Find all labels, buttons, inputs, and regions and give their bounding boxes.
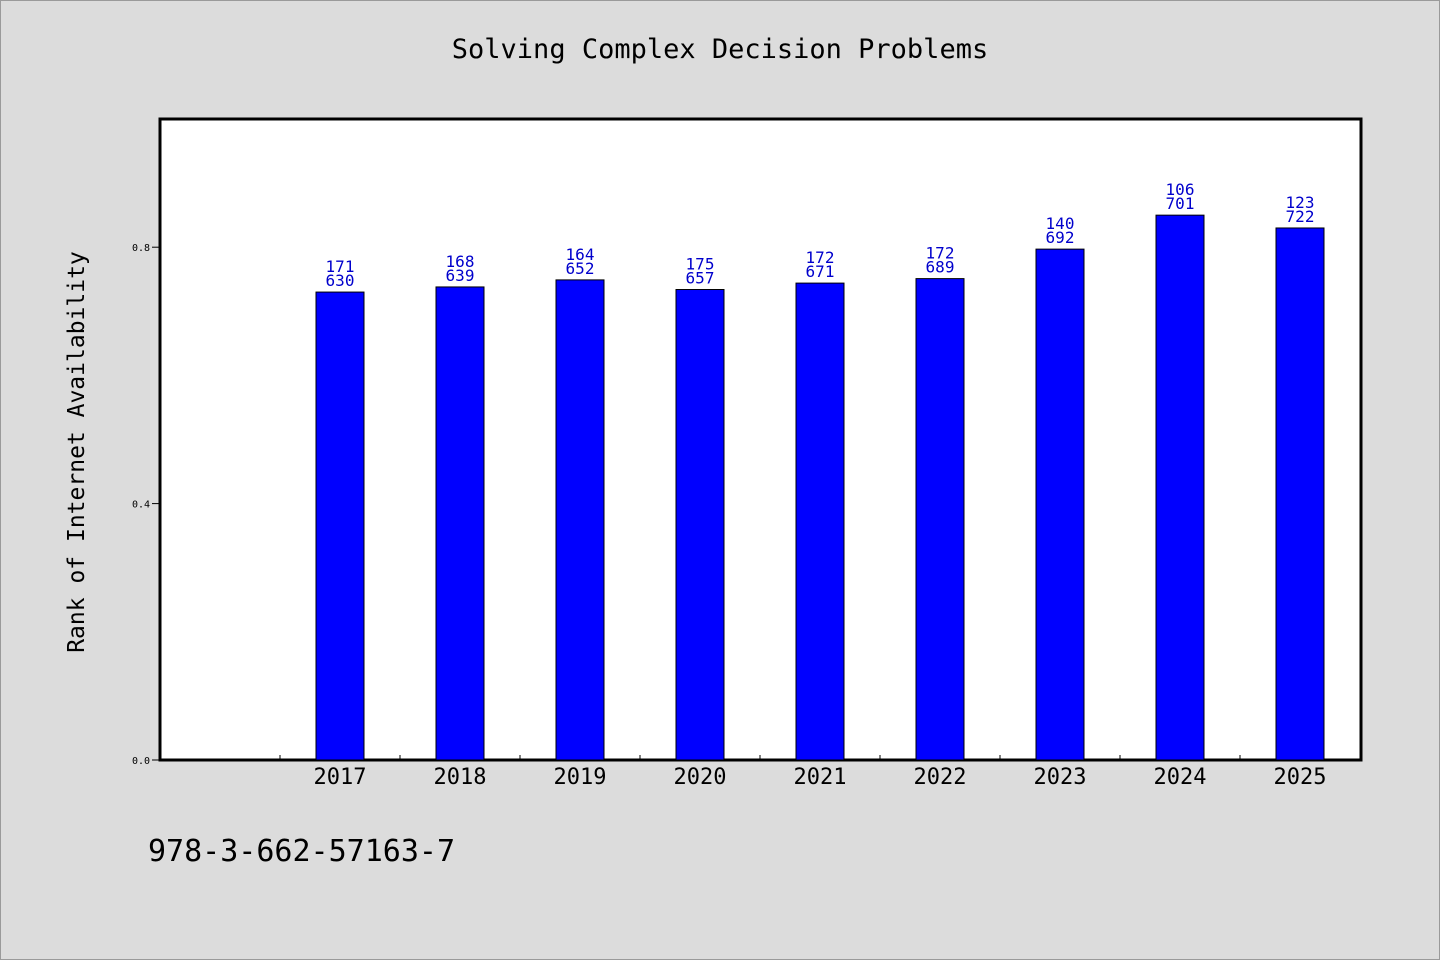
bar bbox=[1035, 248, 1085, 761]
bars bbox=[315, 214, 1325, 761]
bar bbox=[435, 286, 485, 761]
bar bbox=[1275, 227, 1325, 761]
bar bbox=[795, 282, 845, 761]
y-tick-label: 0.8 bbox=[132, 243, 150, 254]
bar-label-top: 164 bbox=[566, 245, 595, 264]
x-tick-label: 2019 bbox=[554, 765, 607, 790]
bar-label-bottom: 689 bbox=[926, 258, 955, 277]
bar-label-bottom: 701 bbox=[1166, 194, 1195, 213]
bar bbox=[555, 279, 605, 761]
bar-label-top: 123 bbox=[1286, 193, 1315, 212]
x-tick-label: 2017 bbox=[314, 765, 367, 790]
bar-label-top: 175 bbox=[686, 255, 715, 274]
x-tick-label: 2025 bbox=[1274, 765, 1327, 790]
isbn-text: 978-3-662-57163-7 bbox=[148, 834, 456, 869]
bar bbox=[915, 278, 965, 761]
bar-label-top: 172 bbox=[926, 244, 955, 263]
y-axis-label: Rank of Internet Availability bbox=[64, 251, 90, 653]
bar-label-bottom: 692 bbox=[1046, 228, 1075, 247]
x-tick-label: 2020 bbox=[674, 765, 727, 790]
y-tick-label: 0.4 bbox=[132, 500, 150, 511]
x-tick-label: 2023 bbox=[1034, 765, 1087, 790]
bar-label-bottom: 657 bbox=[686, 269, 715, 288]
bar-label-bottom: 722 bbox=[1286, 207, 1315, 226]
x-tick-label: 2022 bbox=[914, 765, 967, 790]
bar-label-top: 106 bbox=[1166, 180, 1195, 199]
bar-label-bottom: 652 bbox=[566, 259, 595, 278]
x-axis-ticks bbox=[279, 755, 1361, 760]
x-tick-label: 2021 bbox=[794, 765, 847, 790]
y-tick-label: 0.0 bbox=[132, 756, 150, 767]
x-tick-label: 2018 bbox=[434, 765, 487, 790]
chart-title: Solving Complex Decision Problems bbox=[451, 34, 989, 65]
x-axis-labels: 2017 2018 2019 2020 2021 2022 2023 2024 2025 bbox=[314, 765, 1327, 790]
bar-label-bottom: 671 bbox=[806, 262, 835, 281]
bar bbox=[675, 289, 725, 761]
bar-label-bottom: 630 bbox=[326, 271, 355, 290]
bar-label-top: 171 bbox=[326, 257, 355, 276]
bar-label-top: 168 bbox=[446, 252, 475, 271]
y-axis-ticks: 0.0 0.4 0.8 bbox=[132, 243, 160, 767]
bar bbox=[315, 291, 365, 761]
bar bbox=[1155, 214, 1205, 761]
bar-label-bottom: 639 bbox=[446, 266, 475, 285]
bar-label-top: 172 bbox=[806, 248, 835, 267]
x-tick-label: 2024 bbox=[1154, 765, 1207, 790]
bar-label-top: 140 bbox=[1046, 214, 1075, 233]
